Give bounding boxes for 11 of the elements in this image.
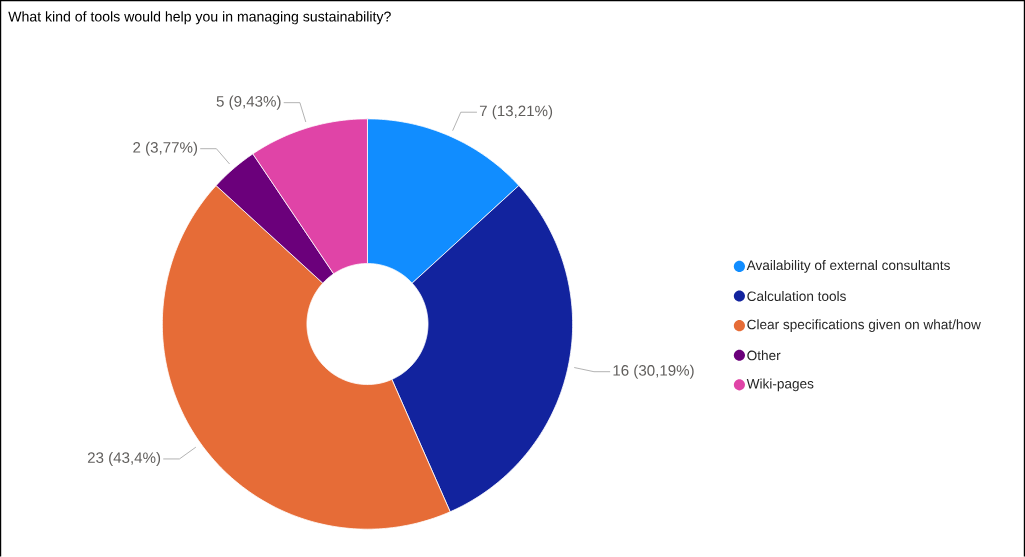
legend-label: Other — [747, 350, 781, 361]
data-label: 7 (13,21%) — [479, 105, 553, 120]
legend-label: Clear specifications given on what/how — [747, 319, 981, 332]
data-label: 16 (30,19%) — [613, 364, 694, 379]
legend-label: Availability of external consultants — [746, 260, 950, 273]
data-label: 2 (3,77%) — [133, 141, 198, 156]
chart-title: What kind of tools would help you in managing sustainability? — [8, 11, 391, 25]
data-label: 5 (9,43%) — [216, 95, 281, 110]
legend-label: Wiki-pages — [746, 378, 814, 392]
data-label: 23 (43,4%) — [87, 451, 161, 466]
legend-label: Calculation tools — [747, 290, 846, 301]
